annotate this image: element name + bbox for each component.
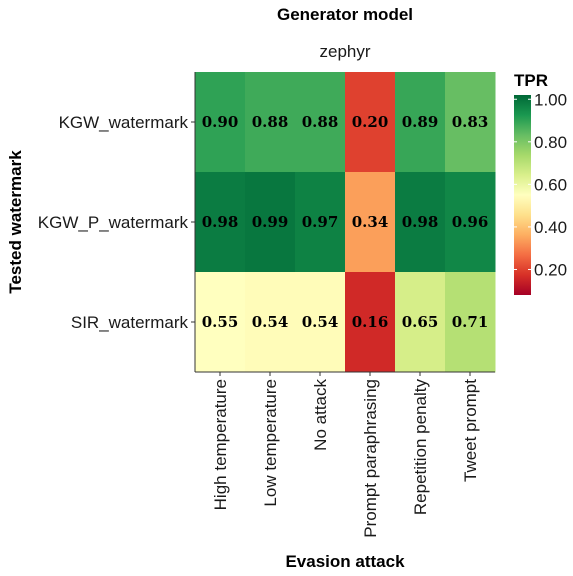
y-tick-label: SIR_watermark (71, 313, 189, 332)
heatmap-cell (445, 172, 496, 273)
cell-value-label: 0.54 (302, 313, 339, 331)
cell-value-label: 0.96 (452, 213, 489, 231)
heatmap-cell (245, 72, 296, 173)
cell-value-label: 0.71 (452, 313, 489, 331)
legend-title: TPR (514, 71, 548, 90)
cell-value-label: 0.54 (252, 313, 289, 331)
heatmap-cell (345, 72, 396, 173)
cell-value-label: 0.98 (402, 213, 439, 231)
heatmap-cell (195, 72, 246, 173)
heatmap-cell (395, 172, 446, 273)
cell-value-label: 0.83 (452, 113, 489, 131)
heatmap-cell (345, 272, 396, 373)
x-tick-label: Tweet prompt (461, 379, 480, 482)
chart-title: Generator model (277, 5, 413, 24)
cell-value-label: 0.98 (202, 213, 239, 231)
x-tick-label: High temperature (211, 379, 230, 510)
x-tick-label: Repetition penalty (411, 379, 430, 516)
legend-tick-label: 0.60 (534, 175, 567, 194)
y-axis-title: Tested watermark (6, 150, 25, 294)
heatmap-cell (195, 272, 246, 373)
cell-value-label: 0.20 (352, 113, 389, 131)
heatmap-cells (195, 72, 496, 373)
heatmap-cell (295, 172, 346, 273)
heatmap-cell (395, 272, 446, 373)
heatmap-cell (245, 172, 296, 273)
y-tick-label: KGW_P_watermark (38, 213, 189, 232)
cell-value-label: 0.88 (302, 113, 339, 131)
legend-tick-label: 0.40 (534, 218, 567, 237)
x-tick-label: No attack (311, 379, 330, 451)
heatmap-cell (345, 172, 396, 273)
cell-value-label: 0.88 (252, 113, 289, 131)
facet-label: zephyr (319, 42, 370, 61)
heatmap-cell-labels: 0.90 0.88 0.88 0.20 0.89 0.83 0.98 0.99 0.97 0.34… (202, 113, 489, 331)
cell-value-label: 0.16 (352, 313, 389, 331)
legend-tick-label: 0.80 (534, 133, 567, 152)
legend-tick-label: 0.20 (534, 260, 567, 279)
x-tick-label: Prompt paraphrasing (361, 379, 380, 538)
heatmap-cell (445, 72, 496, 173)
heatmap-cell (295, 72, 346, 173)
cell-value-label: 0.99 (252, 213, 289, 231)
x-axis-ticks: High temperature Low temperature No attack… (211, 372, 480, 538)
y-tick-label: KGW_watermark (59, 113, 189, 132)
heatmap-cell (445, 272, 496, 373)
x-tick-label: Low temperature (261, 379, 280, 507)
heatmap-cell (295, 272, 346, 373)
cell-value-label: 0.55 (202, 313, 239, 331)
heatmap-cell (395, 72, 446, 173)
color-legend: TPR 1.00 0.80 0.60 0.40 0.20 (514, 71, 567, 295)
x-axis-title: Evasion attack (285, 552, 405, 571)
heatmap-cell (245, 272, 296, 373)
heatmap-cell (195, 172, 246, 273)
cell-value-label: 0.65 (402, 313, 439, 331)
cell-value-label: 0.97 (302, 213, 339, 231)
legend-colorbar (514, 95, 531, 295)
cell-value-label: 0.90 (202, 113, 239, 131)
cell-value-label: 0.34 (352, 213, 389, 231)
y-axis-ticks: KGW_watermark KGW_P_watermark SIR_watermar… (38, 113, 195, 332)
cell-value-label: 0.89 (402, 113, 439, 131)
legend-tick-label: 1.00 (534, 90, 567, 109)
